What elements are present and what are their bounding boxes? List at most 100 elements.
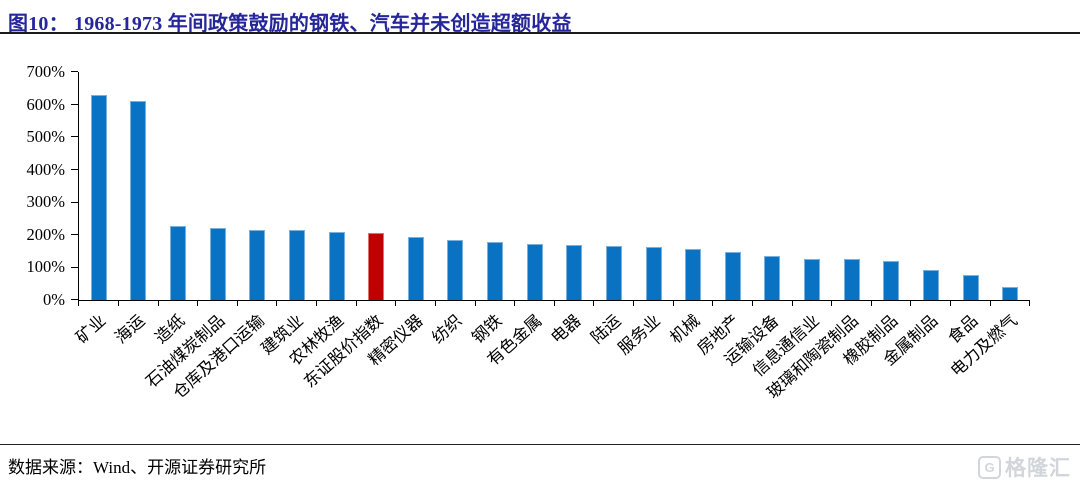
- x-category-label: 矿业: [71, 310, 110, 348]
- bar-slot: [317, 72, 357, 300]
- bar-有色金属: [526, 243, 543, 300]
- bar-slot: [356, 72, 396, 300]
- bar-slot: [79, 72, 119, 300]
- watermark-brand-text: 格隆汇: [1005, 457, 1071, 480]
- bar-橡胶制品: [883, 261, 900, 300]
- bar-钢铁: [487, 241, 504, 300]
- x-axis-tick: [316, 301, 317, 306]
- bar-slot: [634, 72, 674, 300]
- y-axis-tick: [70, 136, 78, 138]
- bar-slot: [515, 72, 555, 300]
- x-axis-tick: [831, 301, 833, 306]
- footer-divider: [0, 444, 1080, 445]
- bar-slot: [158, 72, 198, 300]
- bar-slot: [951, 72, 991, 300]
- x-axis-tick: [236, 301, 238, 306]
- x-axis-tick: [712, 301, 714, 306]
- bar-slot: [475, 72, 515, 300]
- bar-slot: [832, 72, 872, 300]
- bar-运输设备: [764, 255, 781, 300]
- x-axis-tick: [553, 301, 555, 306]
- figure-title: 图10： 1968-1973 年间政策鼓励的钢铁、汽车并未创造超额收益: [8, 13, 572, 35]
- bar-金属制品: [922, 270, 939, 300]
- x-axis-tick: [434, 301, 436, 306]
- x-axis-tick: [672, 301, 674, 306]
- y-axis-tick: [70, 103, 78, 105]
- x-axis-tick: [514, 301, 516, 306]
- bar-slot: [198, 72, 238, 300]
- x-axis-tick: [950, 301, 951, 306]
- x-axis-tick: [157, 301, 159, 306]
- bar-电力及燃气: [1002, 287, 1019, 300]
- x-category-label: 服务业: [614, 310, 664, 359]
- bar-slot: [792, 72, 832, 300]
- bar-海运: [130, 100, 147, 300]
- bar-slot: [990, 72, 1030, 300]
- x-category-label: 电器: [547, 310, 585, 348]
- bar-信息通信业: [804, 258, 821, 300]
- y-axis-tick: [70, 71, 78, 73]
- bar-矿业: [90, 94, 107, 300]
- bar-slot: [555, 72, 595, 300]
- x-axis-tick: [197, 301, 199, 306]
- bar-slot: [594, 72, 634, 300]
- bar-slot: [436, 72, 476, 300]
- y-tick-label: 300%: [26, 192, 66, 212]
- bar-slot: [872, 72, 912, 300]
- x-axis-tick: [593, 301, 595, 306]
- x-axis-tick: [276, 301, 278, 306]
- plot-area: [70, 71, 1031, 306]
- x-axis-tick: [355, 301, 357, 306]
- x-axis-tick: [870, 301, 872, 306]
- y-axis-labels: 700% 600% 500% 400% 300% 200% 100% 0%: [0, 0, 71, 320]
- bar-房地产: [724, 252, 741, 300]
- title-divider: [0, 32, 1080, 34]
- bar-slot: [673, 72, 713, 300]
- y-axis-tick: [70, 168, 78, 170]
- x-axis-tick: [117, 301, 119, 306]
- y-axis-tick: [70, 266, 78, 268]
- bar-精密仪器: [407, 237, 424, 300]
- bar-纺织: [447, 239, 464, 300]
- y-tick-label: 700%: [26, 62, 66, 81]
- watermark: G 格隆汇: [978, 452, 1071, 482]
- x-axis-tick: [791, 301, 793, 306]
- y-tick-label: 400%: [26, 159, 66, 179]
- gelonghui-logo-icon: G: [978, 455, 1001, 479]
- bar-机械: [685, 248, 702, 300]
- bar-东证股价指数: [368, 232, 385, 300]
- x-axis-tick: [395, 301, 397, 306]
- x-axis-tick: [910, 301, 912, 306]
- bar-服务业: [645, 247, 662, 300]
- bar-建筑业: [288, 230, 305, 300]
- y-tick-label: 0%: [43, 290, 65, 309]
- x-axis-labels: 矿业 海运 造纸 石油煤炭制品 仓库及港口运输 建筑业 农林牧渔 东证股价指数 精密仪器 纺织 钢铁…: [72, 301, 1029, 451]
- x-axis-tick: [474, 301, 476, 306]
- bar-slot: [753, 72, 793, 300]
- bar-造纸: [170, 226, 187, 300]
- y-tick-label: 100%: [26, 257, 66, 277]
- bar-仓库及港口运输: [249, 229, 266, 300]
- bar-陆运: [605, 246, 622, 300]
- x-axis-tick: [989, 301, 991, 306]
- x-category-label: 海运: [111, 310, 149, 348]
- data-source-note: 数据来源：Wind、开源证券研究所: [8, 458, 267, 477]
- bar-slot: [911, 72, 951, 300]
- bar-series: [79, 72, 1030, 300]
- y-axis-tick: [70, 201, 78, 203]
- bar-slot: [713, 72, 753, 300]
- bar-玻璃和陶瓷制品: [843, 259, 860, 300]
- y-tick-label: 500%: [26, 127, 66, 147]
- bar-slot: [277, 72, 317, 300]
- bar-slot: [119, 72, 159, 300]
- x-axis-tick: [751, 301, 753, 306]
- bar-slot: [396, 72, 436, 300]
- x-axis-tick: [1029, 301, 1031, 306]
- bar-电器: [566, 244, 583, 300]
- y-tick-label: 200%: [26, 224, 66, 244]
- y-axis-tick: [70, 234, 78, 236]
- bar-农林牧渔: [328, 232, 345, 300]
- y-axis-tick: [70, 299, 78, 301]
- x-category-label: 纺织: [428, 310, 466, 348]
